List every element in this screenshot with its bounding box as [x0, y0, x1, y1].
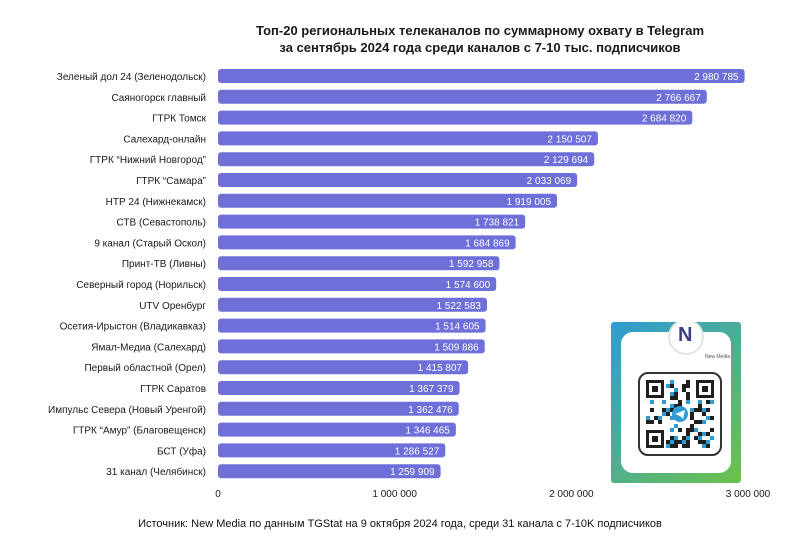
bar: [218, 277, 497, 291]
category-label: Первый областной (Орел): [84, 362, 206, 374]
bar: [218, 318, 486, 333]
bar: [218, 381, 460, 395]
category-label: Ямал-Медиа (Салехард): [91, 342, 206, 353]
bar: [218, 422, 456, 437]
value-label: 1 286 527: [395, 446, 440, 457]
x-tick-label: 0: [215, 489, 221, 500]
bar: [218, 401, 459, 416]
qr-code-pattern: [646, 380, 714, 448]
category-label: БСТ (Уфа): [157, 445, 206, 457]
value-label: 2 980 785: [694, 72, 739, 83]
value-label: 1 259 909: [390, 467, 435, 478]
source-note: Источник: New Media по данным TGStat на …: [138, 518, 662, 530]
value-label: 1 919 005: [507, 197, 552, 208]
category-label: Принт-ТВ (Ливны): [122, 259, 206, 270]
value-label: 1 367 379: [409, 384, 454, 395]
chart-title-line-2: за сентябрь 2024 года среди каналов с 7-…: [279, 40, 681, 55]
bar: [218, 152, 595, 167]
value-label: 1 346 465: [405, 426, 450, 437]
bar: [218, 443, 446, 458]
bar: [218, 214, 526, 229]
x-tick-label: 3 000 000: [726, 489, 771, 500]
bar: [218, 110, 693, 125]
logo-text: New Media: [705, 354, 731, 360]
category-label: UTV Оренбург: [139, 300, 206, 312]
category-label: ГТРК “Амур” (Благовещенск): [73, 426, 206, 437]
value-label: 1 592 958: [449, 259, 494, 270]
category-label: СТВ (Севастополь): [117, 218, 206, 229]
category-label: Северный город (Норильск): [76, 280, 206, 291]
chart-title-line-1: Топ-20 региональных телеканалов по сумма…: [255, 23, 705, 38]
bar: [218, 89, 707, 104]
value-label: 1 509 886: [434, 342, 479, 353]
value-label: 1 522 583: [436, 301, 481, 312]
category-label: Импульс Севера (Новый Уренгой): [48, 405, 206, 416]
value-label: 2 033 069: [527, 176, 572, 187]
x-tick-label: 2 000 000: [549, 489, 594, 500]
telegram-plane-icon: [675, 410, 685, 419]
value-label: 2 129 694: [544, 155, 589, 166]
qr-promo-card[interactable]: N New Media @N_E_W_MEDIA: [611, 322, 741, 483]
value-label: 1 684 869: [465, 238, 510, 249]
category-label: Салехард-онлайн: [123, 134, 206, 145]
category-label: Саяногорск главный: [111, 93, 206, 104]
bar: [218, 464, 441, 479]
category-label: ГТРК “Самара”: [136, 176, 206, 187]
category-label: 31 канал (Челябинск): [106, 466, 206, 478]
value-label: 2 150 507: [547, 134, 592, 145]
qr-handle[interactable]: @N_E_W_MEDIA: [641, 465, 711, 474]
category-label: ГТРК “Нижний Новгород”: [90, 155, 206, 166]
value-label: 1 514 605: [435, 322, 480, 333]
bar: [218, 69, 745, 83]
bar: [218, 131, 598, 146]
category-label: ГТРК Томск: [152, 114, 207, 125]
bar-chart: Зеленый дол 24 (Зеленодольск) 2 980 785 Са…: [48, 69, 771, 500]
category-label: 9 канал (Старый Оскол): [94, 238, 206, 249]
bar: [218, 173, 578, 187]
bar: [218, 256, 500, 271]
x-tick-label: 1 000 000: [372, 489, 417, 500]
chart-title: Топ-20 региональных телеканалов по сумма…: [200, 22, 760, 56]
logo-letter: N: [678, 324, 693, 346]
bar: [218, 235, 516, 250]
value-label: 2 684 820: [642, 114, 687, 125]
category-label: Зеленый дол 24 (Зеленодольск): [57, 72, 206, 83]
category-label: ГТРК Саратов: [140, 384, 206, 395]
value-label: 1 362 476: [408, 405, 453, 416]
new-media-logo-icon: N: [670, 322, 702, 353]
qr-code-icon[interactable]: [638, 372, 722, 456]
value-label: 1 574 600: [446, 280, 491, 291]
category-label: Осетия-Ирыстон (Владикавказ): [60, 322, 206, 333]
value-label: 1 415 807: [418, 363, 463, 374]
bar: [218, 193, 558, 208]
bar: [218, 339, 485, 354]
qr-card-panel: N New Media: [621, 322, 731, 473]
bar: [218, 297, 487, 312]
value-label: 1 738 821: [475, 218, 520, 229]
value-label: 2 766 667: [656, 93, 701, 104]
bar: [218, 360, 469, 375]
category-label: НТР 24 (Нижнекамск): [106, 197, 206, 208]
